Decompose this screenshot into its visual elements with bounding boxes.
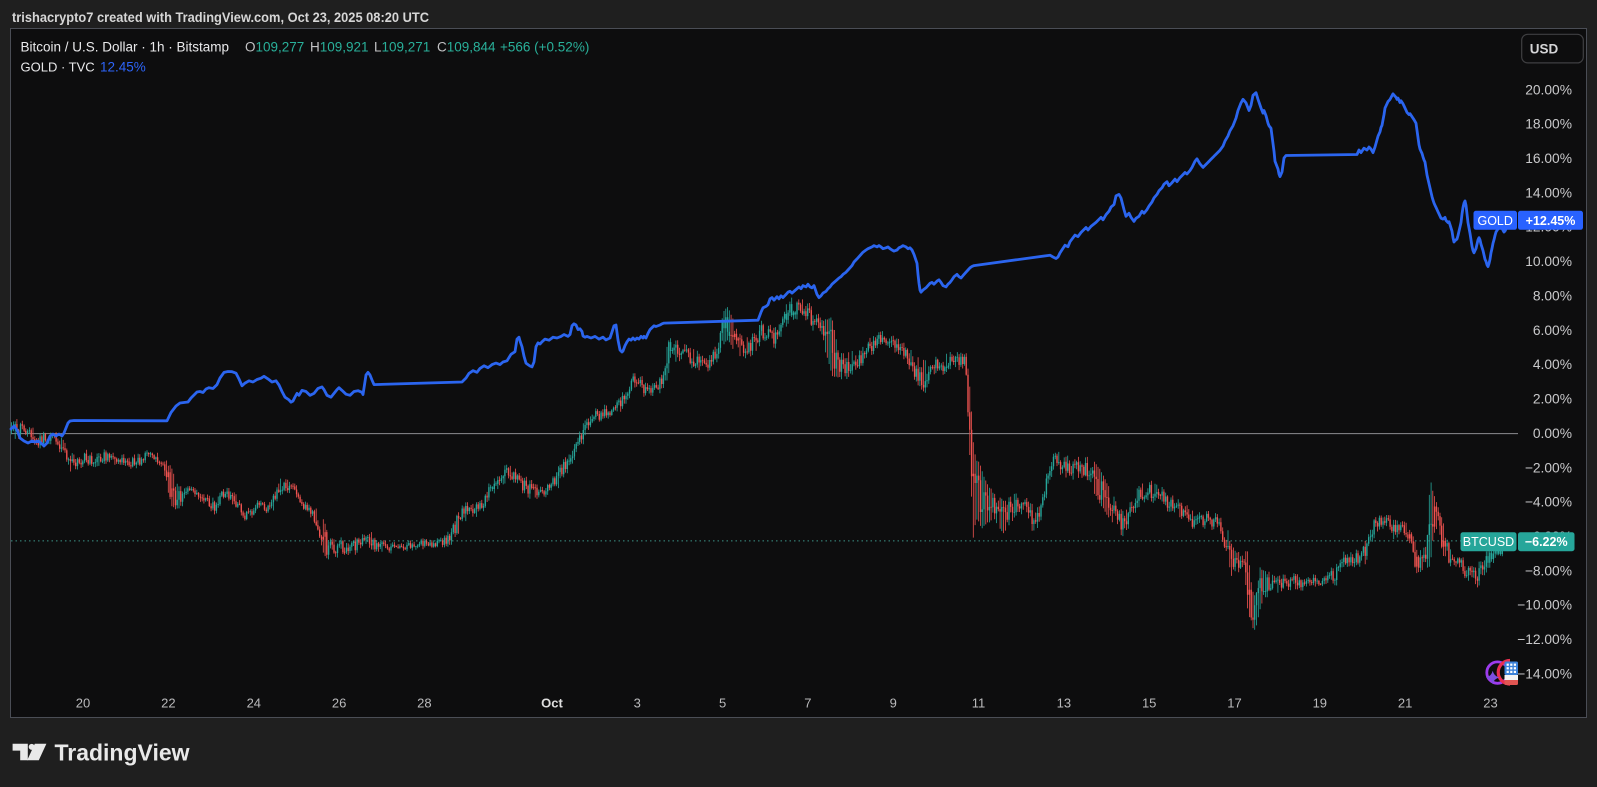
svg-text:−14.00%: −14.00% — [1517, 666, 1572, 681]
svg-text:GOLD · TVC: GOLD · TVC — [21, 60, 95, 75]
svg-text:12.45%: 12.45% — [100, 60, 146, 75]
svg-text:O109,277: O109,277 — [245, 40, 304, 55]
svg-text:21: 21 — [1398, 696, 1412, 711]
svg-text:18.00%: 18.00% — [1525, 117, 1572, 132]
svg-text:USD: USD — [1530, 42, 1559, 57]
svg-text:0.00%: 0.00% — [1533, 426, 1572, 441]
svg-text:9: 9 — [890, 696, 897, 711]
svg-text:−12.00%: −12.00% — [1517, 632, 1572, 647]
svg-text:GOLD: GOLD — [1477, 214, 1512, 228]
svg-text:28: 28 — [417, 696, 431, 711]
svg-text:20: 20 — [76, 696, 90, 711]
svg-text:10.00%: 10.00% — [1525, 254, 1572, 269]
svg-text:H109,921: H109,921 — [310, 40, 369, 55]
svg-text:19: 19 — [1313, 696, 1327, 711]
svg-text:Bitcoin / U.S. Dollar · 1h · B: Bitcoin / U.S. Dollar · 1h · Bitstamp — [21, 40, 230, 55]
svg-text:5: 5 — [719, 696, 726, 711]
svg-text:trishacrypto7 created with Tra: trishacrypto7 created with TradingView.c… — [12, 10, 429, 25]
svg-text:7: 7 — [804, 696, 811, 711]
svg-text:C109,844: C109,844 — [437, 40, 496, 55]
svg-text:24: 24 — [247, 696, 261, 711]
svg-text:TradingView: TradingView — [55, 740, 190, 766]
svg-text:20.00%: 20.00% — [1525, 82, 1572, 97]
svg-text:Oct: Oct — [541, 696, 563, 711]
svg-text:23: 23 — [1483, 696, 1497, 711]
svg-text:8.00%: 8.00% — [1533, 289, 1572, 304]
svg-text:3: 3 — [634, 696, 641, 711]
svg-text:14.00%: 14.00% — [1525, 185, 1572, 200]
svg-text:−10.00%: −10.00% — [1517, 598, 1572, 613]
svg-text:13: 13 — [1057, 696, 1071, 711]
svg-text:−6.22%: −6.22% — [1525, 535, 1568, 549]
svg-text:6.00%: 6.00% — [1533, 323, 1572, 338]
svg-text:−4.00%: −4.00% — [1525, 495, 1572, 510]
svg-text:+566 (+0.52%): +566 (+0.52%) — [500, 40, 589, 55]
svg-text:−8.00%: −8.00% — [1525, 563, 1572, 578]
svg-text:11: 11 — [972, 696, 986, 711]
svg-text:2.00%: 2.00% — [1533, 392, 1572, 407]
svg-text:22: 22 — [161, 696, 175, 711]
svg-text:16.00%: 16.00% — [1525, 151, 1572, 166]
svg-text:4.00%: 4.00% — [1533, 357, 1572, 372]
svg-text:26: 26 — [332, 696, 346, 711]
svg-text:+12.45%: +12.45% — [1526, 214, 1576, 228]
svg-text:BTCUSD: BTCUSD — [1463, 535, 1514, 549]
svg-text:−2.00%: −2.00% — [1525, 460, 1572, 475]
svg-text:15: 15 — [1142, 696, 1156, 711]
svg-text:L109,271: L109,271 — [374, 40, 430, 55]
svg-text:17: 17 — [1227, 696, 1241, 711]
